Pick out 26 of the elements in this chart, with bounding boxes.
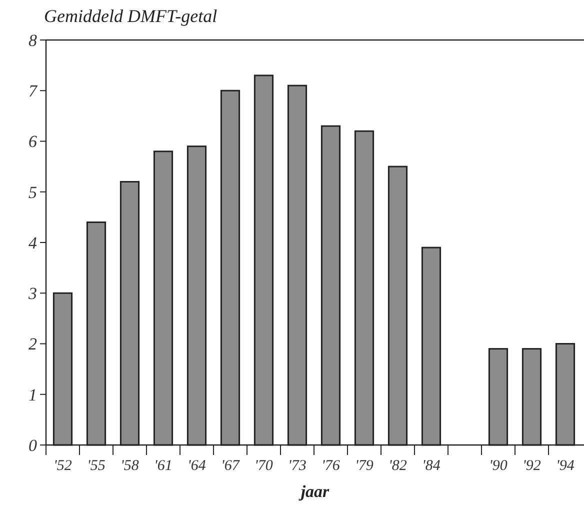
y-tick-label: 6 [28,132,38,152]
x-tick-label: '84 [422,458,441,474]
y-tick-label: 4 [28,233,38,252]
y-tick-label: 0 [28,436,38,455]
x-tick-label: '67 [221,458,241,474]
chart-title: Gemiddeld DMFT-getal [44,6,218,26]
x-axis-title: jaar [298,482,330,501]
y-tick-label: 7 [28,82,38,101]
x-tick-label: '58 [120,458,140,474]
y-tick-label: 5 [28,182,37,202]
x-tick-label: '76 [322,458,340,474]
x-tick-label: '55 [87,458,106,474]
y-tick-label: 2 [28,334,38,354]
x-tick-label: '82 [388,458,408,474]
x-tick-label: '73 [288,458,306,474]
y-tick-label: 3 [28,284,37,304]
x-tick-label: '90 [489,458,508,474]
x-tick-label: '52 [54,458,72,474]
x-tick-label: '94 [556,458,575,474]
x-tick-label: '79 [355,458,374,474]
x-tick-label: '70 [254,458,274,474]
x-tick-label: '61 [154,458,172,474]
y-tick-label: 1 [28,385,37,404]
x-tick-label: '92 [522,458,542,474]
x-tick-label: '64 [188,458,206,474]
y-tick-label: 8 [28,30,38,50]
